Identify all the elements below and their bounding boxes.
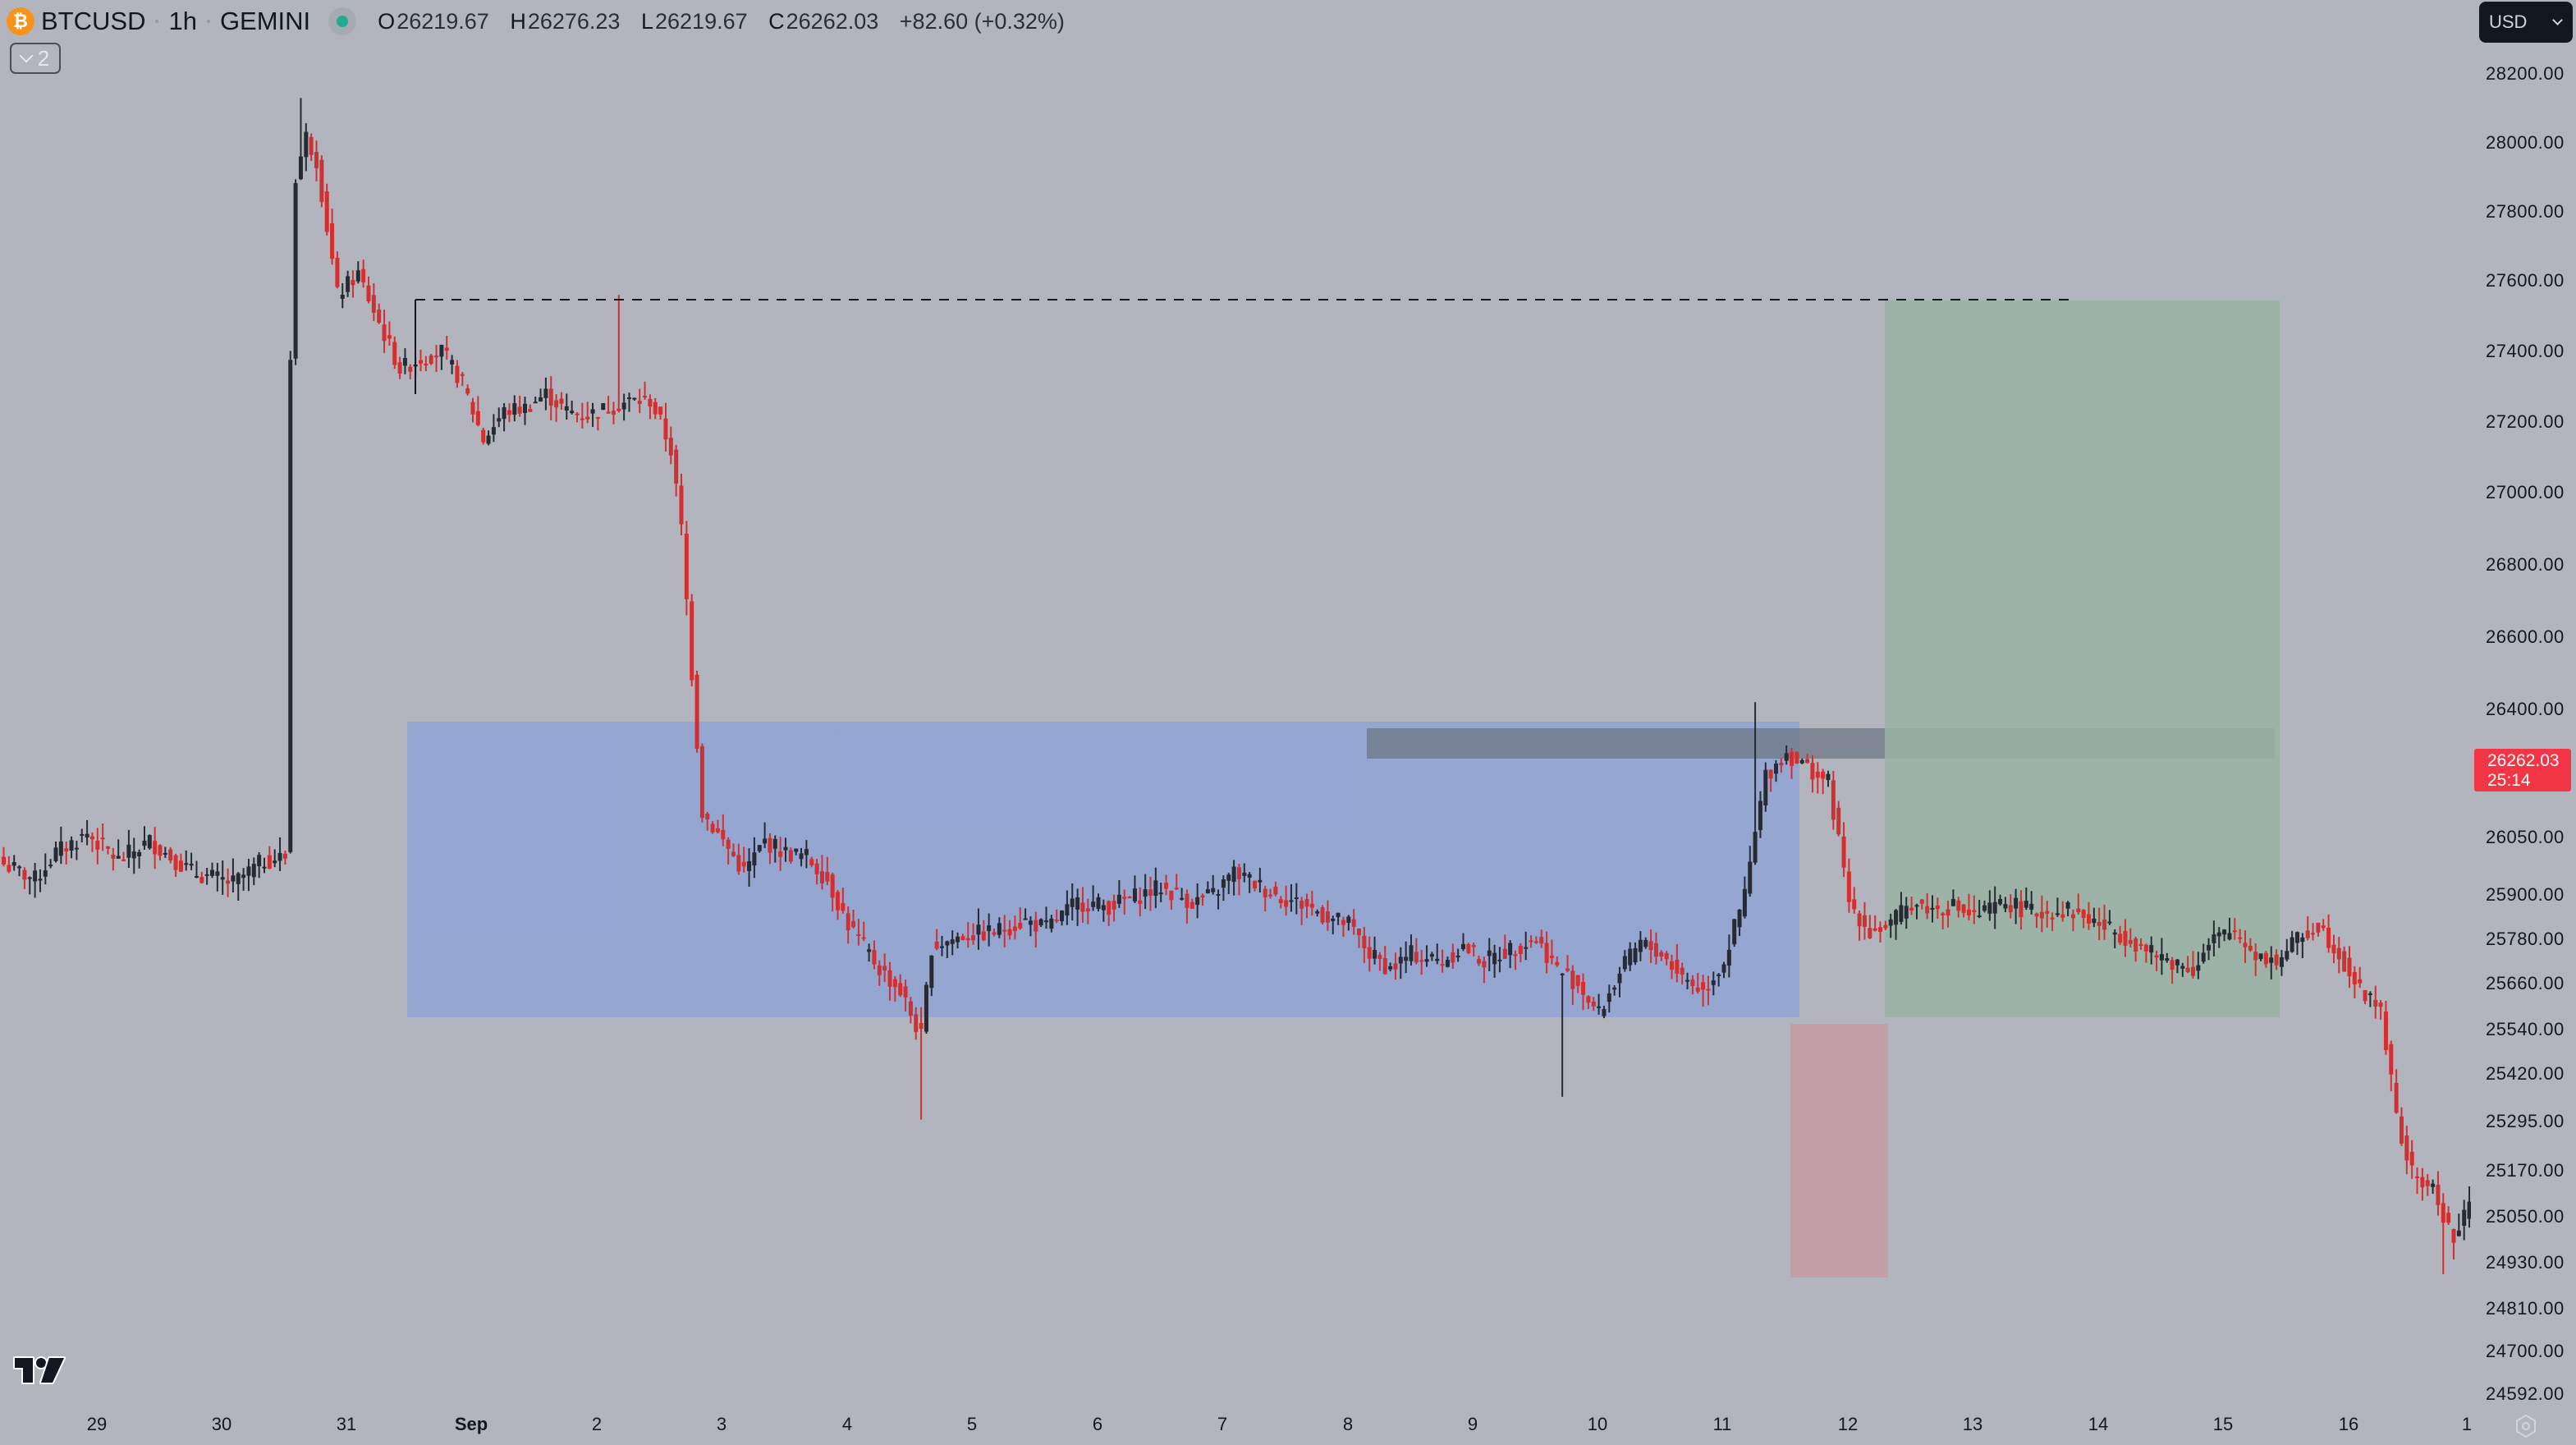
- time-tick-label: 11: [1712, 1414, 1732, 1434]
- time-tick-label: 2: [591, 1414, 603, 1434]
- price-tick-label: 25900.00: [2486, 884, 2565, 905]
- price-tick-label: 25780.00: [2486, 929, 2565, 949]
- time-tick-label: 1: [2461, 1414, 2473, 1434]
- price-tick-label: 25540.00: [2486, 1019, 2565, 1039]
- chevron-down-icon: [2552, 15, 2563, 25]
- price-tick-label: 24930.00: [2486, 1252, 2565, 1273]
- price-chart-canvas[interactable]: [0, 0, 2471, 1404]
- low-label: L: [640, 8, 653, 34]
- price-tick-label: 26050.00: [2486, 827, 2565, 847]
- time-tick-label: 30: [211, 1414, 232, 1434]
- time-tick-label: 15: [2212, 1414, 2234, 1434]
- open-value: 26219.67: [396, 8, 489, 34]
- price-tick-label: 28200.00: [2486, 63, 2565, 84]
- time-tick-label: 13: [1962, 1414, 1983, 1434]
- price-tick-label: 24700.00: [2486, 1341, 2565, 1361]
- time-tick-label: 7: [1217, 1414, 1228, 1434]
- drawing-layer[interactable]: [407, 300, 2280, 1278]
- price-tick-label: 25050.00: [2486, 1206, 2565, 1227]
- price-tick-label: 25420.00: [2486, 1063, 2565, 1084]
- close-label: C: [768, 8, 785, 34]
- indicators-toggle-button[interactable]: 2: [10, 43, 61, 74]
- price-tick-label: 27400.00: [2486, 341, 2565, 361]
- time-tick-label: 29: [86, 1414, 108, 1434]
- price-tick-label: 26800.00: [2486, 554, 2565, 575]
- time-tick-label: 5: [966, 1414, 978, 1434]
- open-label: O: [378, 8, 396, 34]
- time-tick-label: 10: [1587, 1414, 1608, 1434]
- bar-countdown: 25:14: [2487, 771, 2531, 790]
- change-value: +82.60 (+0.32%): [899, 8, 1065, 34]
- price-tick-label: 28000.00: [2486, 132, 2565, 153]
- time-tick-label: Sep: [454, 1414, 488, 1434]
- time-tick-label: 14: [2088, 1414, 2109, 1434]
- price-tick-label: 27600.00: [2486, 270, 2565, 291]
- high-value: 26276.23: [527, 8, 621, 34]
- price-tick-label: 27200.00: [2486, 411, 2565, 432]
- tradingview-logo-icon[interactable]: [11, 1355, 69, 1389]
- symbol-name[interactable]: BTCUSD: [41, 7, 146, 35]
- stop-zone[interactable]: [1790, 1024, 1888, 1278]
- price-tick-label: 24810.00: [2486, 1298, 2565, 1319]
- price-tick-label: 25295.00: [2486, 1111, 2565, 1131]
- market-open-dot-icon[interactable]: [328, 7, 357, 35]
- time-tick-label: 3: [716, 1414, 727, 1434]
- price-tick-label: 27000.00: [2486, 482, 2565, 502]
- price-tick-label: 24592.00: [2486, 1383, 2565, 1404]
- price-tick-label: 26400.00: [2486, 699, 2565, 719]
- chevron-down-icon: [19, 48, 34, 63]
- separator-dot: [206, 20, 210, 23]
- time-tick-label: 16: [2338, 1414, 2359, 1434]
- high-label: H: [510, 8, 526, 34]
- low-value: 26219.67: [655, 8, 748, 34]
- ohlc-values: O26219.67 H26276.23 L26219.67 C26262.03 …: [378, 9, 1065, 34]
- candlestick-series: [2, 98, 2471, 1274]
- close-value: 26262.03: [786, 8, 879, 34]
- price-tick-label: 26600.00: [2486, 626, 2565, 647]
- chart-settings-icon[interactable]: [2514, 1414, 2538, 1438]
- time-tick-label: 9: [1467, 1414, 1478, 1434]
- overlay-layer: [415, 299, 2069, 394]
- last-price-label: 26262.03 25:14: [2474, 749, 2571, 791]
- price-tick-label: 25660.00: [2486, 973, 2565, 993]
- separator-dot: [155, 20, 159, 23]
- price-tick-label: 25170.00: [2486, 1160, 2565, 1181]
- time-tick-label: 8: [1342, 1414, 1354, 1434]
- time-tick-label: 12: [1837, 1414, 1859, 1434]
- currency-label: USD: [2489, 11, 2528, 32]
- consolidation-range[interactable]: [407, 722, 1799, 1017]
- target-zone[interactable]: [1885, 300, 2280, 1017]
- time-tick-label: 31: [336, 1414, 357, 1434]
- time-tick-label: 4: [841, 1414, 853, 1434]
- exchange: GEMINI: [219, 7, 311, 35]
- price-tick-label: 27800.00: [2486, 201, 2565, 222]
- indicators-count: 2: [37, 45, 50, 71]
- last-price-value: 26262.03: [2487, 751, 2560, 770]
- interval[interactable]: 1h: [168, 7, 197, 35]
- bitcoin-icon: ₿: [7, 7, 34, 35]
- time-tick-label: 6: [1092, 1414, 1103, 1434]
- currency-select[interactable]: USD: [2479, 2, 2573, 43]
- symbol-legend[interactable]: ₿ BTCUSD 1h GEMINI O26219.67 H26276.23 L…: [7, 3, 1065, 39]
